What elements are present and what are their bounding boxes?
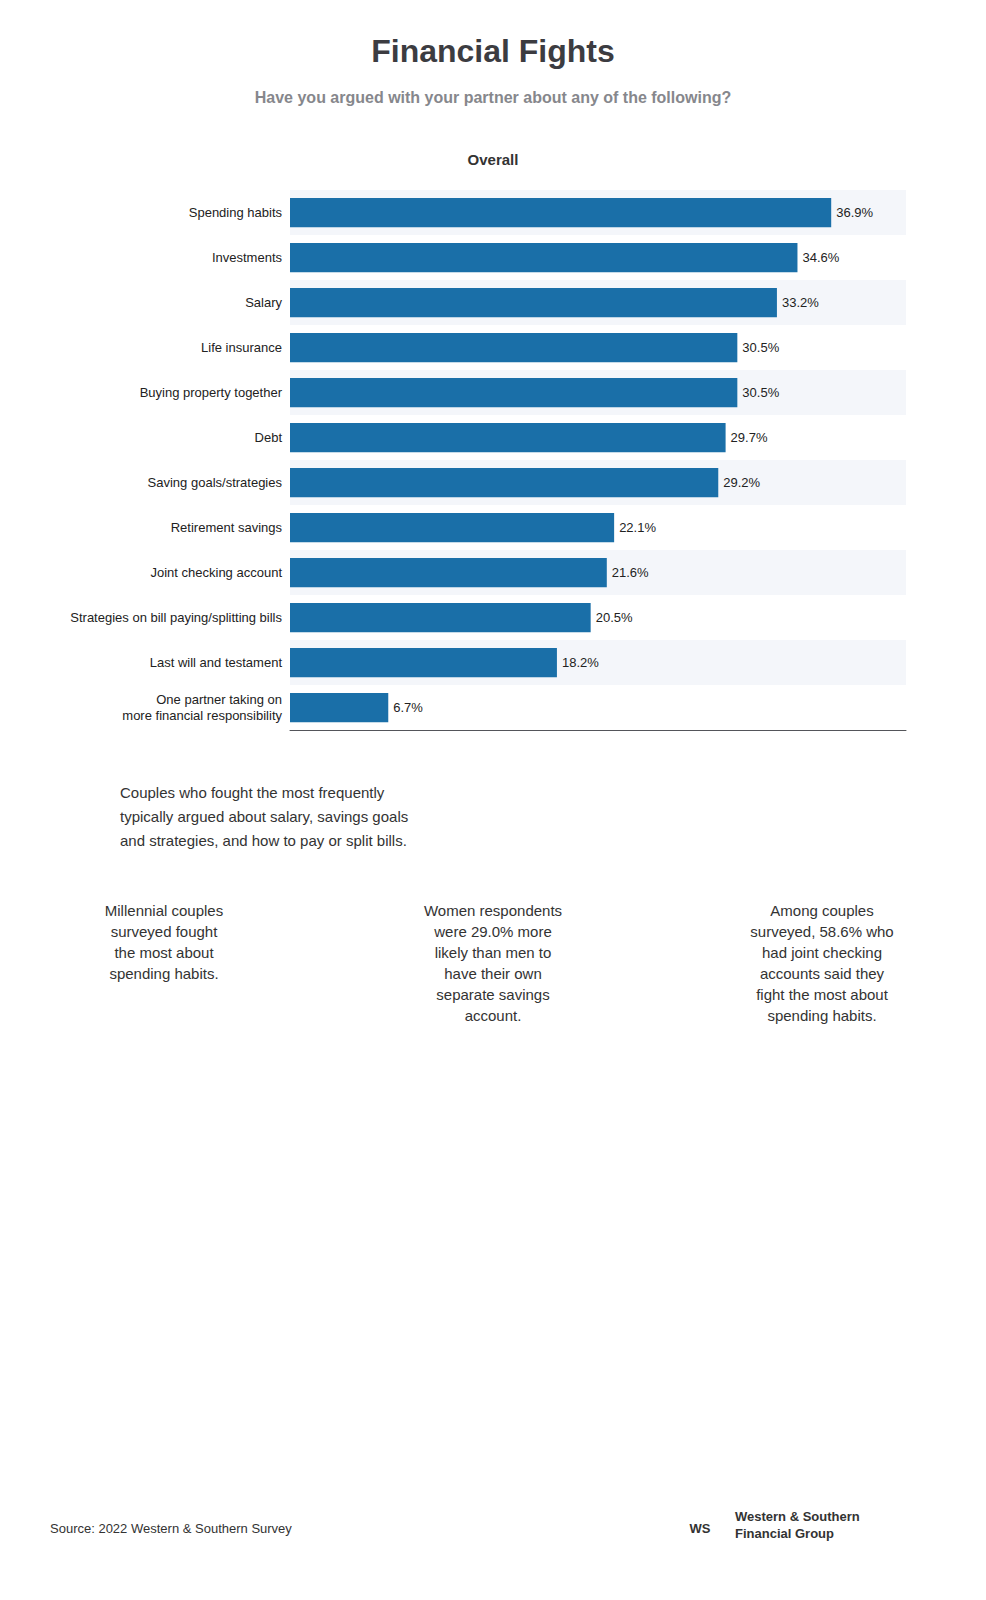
svg-text:34.6%: 34.6%: [802, 250, 839, 265]
svg-text:Retirement savings: Retirement savings: [171, 520, 283, 535]
svg-text:Joint checking account: Joint checking account: [150, 565, 282, 580]
svg-text:account.: account.: [465, 1007, 522, 1024]
svg-text:6.7%: 6.7%: [393, 700, 423, 715]
svg-text:29.2%: 29.2%: [723, 475, 760, 490]
svg-text:Debt: Debt: [255, 430, 283, 445]
svg-text:Strategies on bill paying/spli: Strategies on bill paying/splitting bill…: [70, 610, 282, 625]
svg-text:Overall: Overall: [468, 151, 519, 168]
svg-text:Financial Group: Financial Group: [735, 1526, 834, 1541]
svg-text:separate savings: separate savings: [436, 986, 549, 1003]
svg-text:accounts said they: accounts said they: [760, 965, 885, 982]
svg-text:33.2%: 33.2%: [782, 295, 819, 310]
svg-text:One partner taking on: One partner taking on: [156, 692, 282, 707]
svg-text:had joint checking: had joint checking: [762, 944, 882, 961]
svg-text:Western & Southern: Western & Southern: [735, 1509, 860, 1524]
svg-text:likely than men to: likely than men to: [435, 944, 552, 961]
svg-text:more financial responsibility: more financial responsibility: [122, 708, 282, 723]
svg-text:20.5%: 20.5%: [596, 610, 633, 625]
svg-text:Millennial couples: Millennial couples: [105, 902, 223, 919]
svg-text:WS: WS: [690, 1521, 711, 1536]
svg-text:Among couples: Among couples: [770, 902, 873, 919]
svg-text:Spending habits: Spending habits: [189, 205, 283, 220]
svg-text:Salary: Salary: [245, 295, 282, 310]
svg-text:Last will and testament: Last will and testament: [150, 655, 283, 670]
svg-text:21.6%: 21.6%: [612, 565, 649, 580]
svg-text:Source: 2022 Western & Souther: Source: 2022 Western & Southern Survey: [50, 1521, 292, 1536]
svg-text:the most about: the most about: [114, 944, 214, 961]
svg-text:30.5%: 30.5%: [742, 340, 779, 355]
svg-text:Saving goals/strategies: Saving goals/strategies: [148, 475, 283, 490]
svg-text:surveyed, 58.6% who: surveyed, 58.6% who: [750, 923, 893, 940]
svg-text:18.2%: 18.2%: [562, 655, 599, 670]
svg-text:have their own: have their own: [444, 965, 542, 982]
svg-text:typically argued about salary,: typically argued about salary, savings g…: [120, 808, 408, 825]
svg-text:30.5%: 30.5%: [742, 385, 779, 400]
svg-text:Life insurance: Life insurance: [201, 340, 282, 355]
svg-text:29.7%: 29.7%: [731, 430, 768, 445]
svg-text:spending habits.: spending habits.: [767, 1007, 876, 1024]
svg-text:Have you argued with your part: Have you argued with your partner about …: [255, 89, 731, 106]
svg-text:surveyed fought: surveyed fought: [111, 923, 219, 940]
svg-text:spending habits.: spending habits.: [109, 965, 218, 982]
svg-text:Financial Fights: Financial Fights: [371, 33, 615, 69]
svg-text:Buying property together: Buying property together: [140, 385, 283, 400]
svg-text:were 29.0% more: were 29.0% more: [433, 923, 552, 940]
svg-text:Couples who fought the most fr: Couples who fought the most frequently: [120, 784, 385, 801]
svg-text:Investments: Investments: [212, 250, 283, 265]
svg-text:36.9%: 36.9%: [836, 205, 873, 220]
svg-text:fight the most about: fight the most about: [756, 986, 889, 1003]
svg-text:and strategies, and how to pay: and strategies, and how to pay or split …: [120, 832, 407, 849]
svg-text:22.1%: 22.1%: [619, 520, 656, 535]
svg-text:Women respondents: Women respondents: [424, 902, 562, 919]
